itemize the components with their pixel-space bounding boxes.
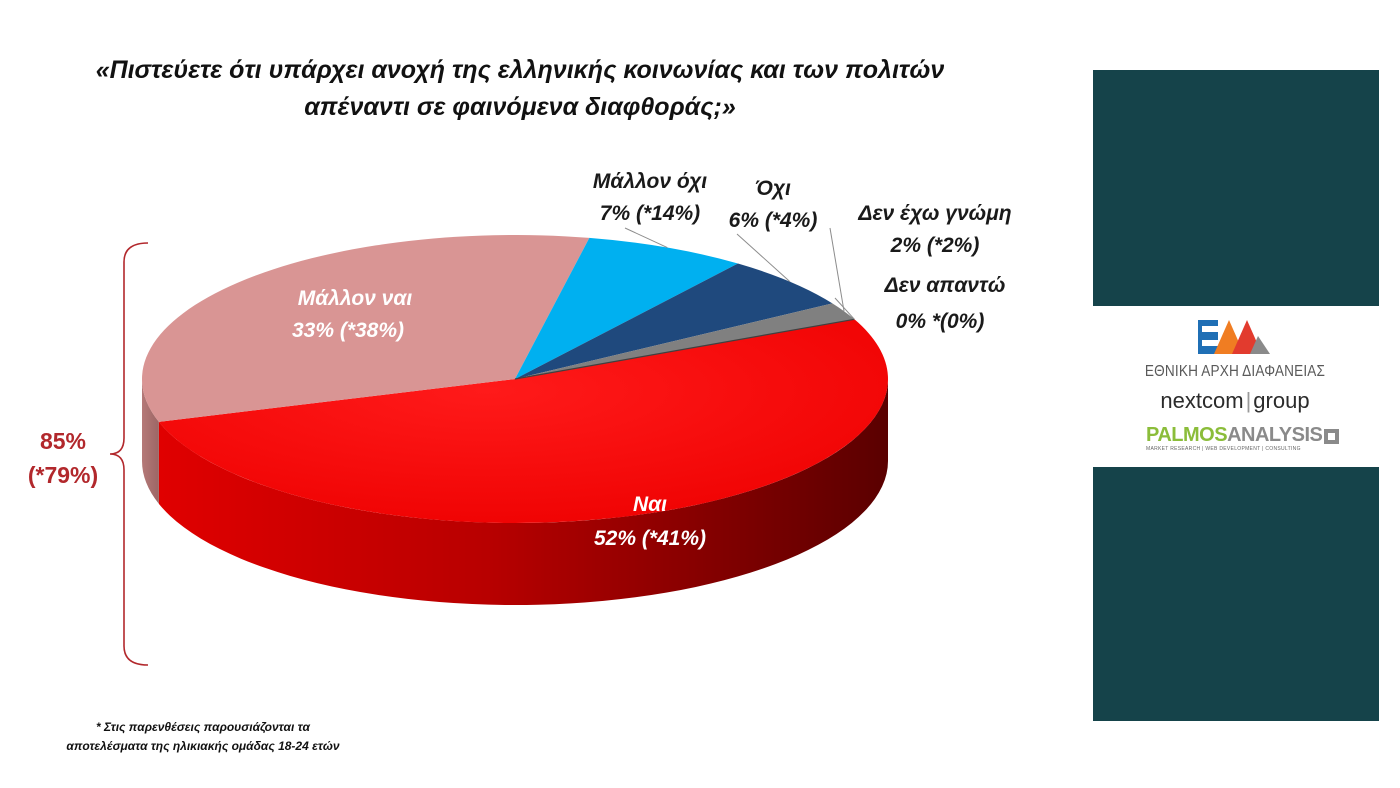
slice-ναι-top xyxy=(158,319,889,524)
slice-label-name: Μάλλον όχι xyxy=(593,170,707,193)
slice-δεν-έχω-γνώμη-top xyxy=(515,303,855,379)
slice-label-value: 0% *(0%) xyxy=(896,310,985,333)
slice-label-name: Ναι xyxy=(633,493,667,516)
pie-tops xyxy=(141,234,889,524)
slice-δεν-απαντώ-top xyxy=(514,318,855,380)
slice-label-value: 2% (*2%) xyxy=(890,234,980,257)
group-total-label: 85% (*79%) xyxy=(8,424,118,492)
slice-label-value: 6% (*4%) xyxy=(729,209,818,232)
slice-όχι-leader xyxy=(736,233,791,283)
side-panel-top xyxy=(1093,70,1379,306)
pie-leader-lines xyxy=(624,227,855,320)
slice-label-value: 33% (*38%) xyxy=(292,319,404,342)
slice-μάλλον-ναι-side xyxy=(142,379,159,504)
footnote-line-2: αποτελέσματα της ηλικιακής ομάδας 18-24 … xyxy=(66,739,340,753)
slice-δεν-απαντώ-leader xyxy=(834,297,855,320)
slice-label-value: 52% (*41%) xyxy=(594,527,706,550)
footnote-line-1: * Στις παρενθέσεις παρουσιάζονται τα xyxy=(95,720,310,734)
slice-μάλλον-όχι-leader xyxy=(624,227,668,249)
slice-μάλλον-ναι-top xyxy=(141,234,590,422)
palmos-square-icon xyxy=(1324,429,1340,444)
nextcom-logo-group: group xyxy=(1253,388,1310,413)
slice-ναι-side xyxy=(158,379,889,605)
chart-title: «Πιστεύετε ότι υπάρχει ανοχή της ελληνικ… xyxy=(60,52,980,126)
slice-label-name: Δεν έχω γνώμη xyxy=(857,202,1011,225)
slice-label-value: 7% (*14%) xyxy=(600,202,700,225)
slice-label-name: Όχι xyxy=(755,177,791,200)
nextcom-logo-separator: | xyxy=(1245,388,1252,413)
slice-δεν-έχω-γνώμη-leader xyxy=(829,227,845,312)
slice-label-name: Μάλλον ναι xyxy=(298,287,413,310)
pie-sides xyxy=(142,379,889,605)
palmos-analysis-logo: PALMOSANALYSIS MARKET RESEARCH | WEB DEV… xyxy=(1146,424,1346,453)
footnote: * Στις παρενθέσεις παρουσιάζονται τα απο… xyxy=(8,718,398,756)
eaa-logo-icon xyxy=(1198,320,1270,354)
side-panel-bottom xyxy=(1093,467,1379,721)
group-total-value: 85% xyxy=(39,428,87,454)
nextcom-logo-main: nextcom xyxy=(1160,388,1244,413)
chart-title-line-1: «Πιστεύετε ότι υπάρχει ανοχή της ελληνικ… xyxy=(95,56,945,84)
palmos-logo-tagline: MARKET RESEARCH | WEB DEVELOPMENT | CONS… xyxy=(1146,446,1301,452)
group-bracket xyxy=(109,242,149,666)
slice-label-name: Δεν απαντώ xyxy=(884,274,1006,297)
palmos-logo-main: PALMOS xyxy=(1146,424,1228,446)
slice-όχι-top xyxy=(515,263,833,379)
chart-title-line-2: απέναντι σε φαινόμενα διαφθοράς;» xyxy=(304,93,736,121)
group-total-youth-value: (*79%) xyxy=(27,462,99,488)
palmos-logo-analysis: ANALYSIS xyxy=(1227,424,1323,446)
slice-μάλλον-όχι-top xyxy=(515,237,738,379)
eaa-logo-text: ΕΘΝΙΚΗ ΑΡΧΗ ΔΙΑΦΑΝΕΙΑΣ xyxy=(1144,363,1326,380)
nextcom-logo: nextcom|group xyxy=(1110,388,1360,414)
